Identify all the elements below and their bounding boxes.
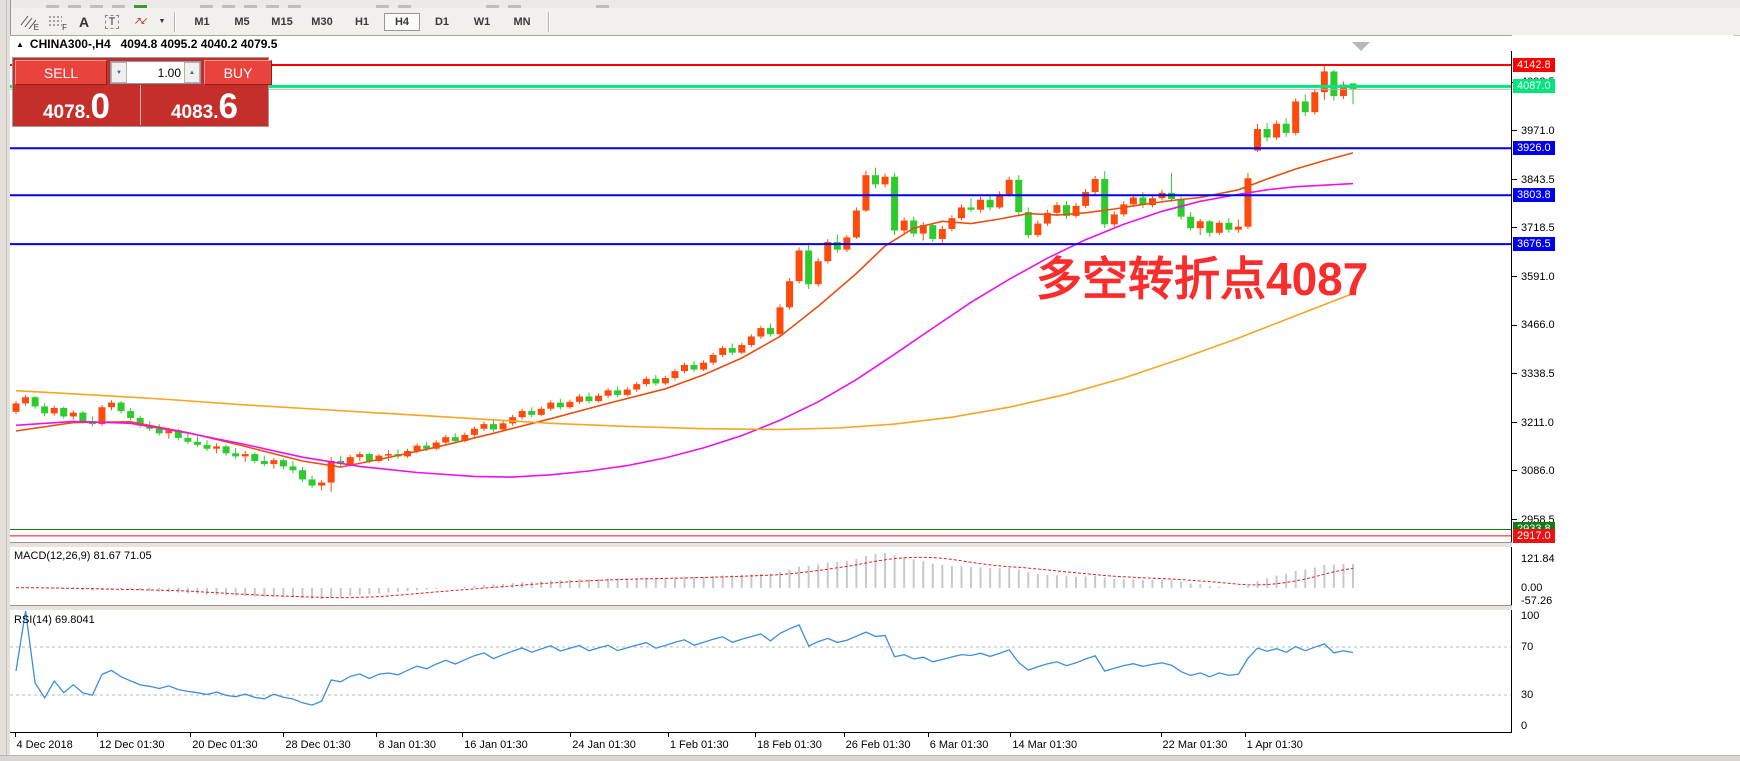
time-axis-label: 1 Apr 01:30 <box>1246 739 1303 751</box>
timeframe-h1-button[interactable]: H1 <box>354 15 370 28</box>
time-axis-label: 18 Feb 01:30 <box>756 739 822 751</box>
price-tick: 3843.5 <box>1521 173 1555 186</box>
equidistant-channel-tool-icon[interactable]: E <box>15 11 41 33</box>
volume-increase-button[interactable]: ▲ <box>184 62 200 83</box>
price-axis: 4098.53971.03843.53718.53591.03466.03338… <box>1512 35 1733 733</box>
timeframe-h4-button[interactable]: H4 <box>384 12 420 31</box>
price-level-label: 3803.8 <box>1513 188 1555 203</box>
timeframe-m30-button[interactable]: M30 <box>311 15 333 28</box>
price-level-label: 4087.0 <box>1513 79 1555 94</box>
price-tick: 3338.5 <box>1521 367 1555 380</box>
toolbar-separator <box>548 11 550 32</box>
time-axis-label: 22 Mar 01:30 <box>1162 739 1228 751</box>
price-tick: 3211.0 <box>1521 416 1554 429</box>
bid-big-digit: 0 <box>90 87 110 127</box>
price-level-label: 3926.0 <box>1513 141 1555 156</box>
collapse-triangle-icon[interactable]: ▲ <box>16 39 24 49</box>
volume-stepper: ▼ ▲ <box>110 61 201 84</box>
sell-button[interactable]: SELL <box>15 60 107 85</box>
time-axis-label: 1 Feb 01:30 <box>669 739 729 751</box>
price-level-label: 4142.8 <box>1513 57 1555 72</box>
price-level-label: 2917.0 <box>1513 528 1555 543</box>
ohlc-values: 4094.8 4095.2 4040.2 4079.5 <box>120 37 278 51</box>
time-axis-label: 28 Dec 01:30 <box>285 739 351 751</box>
rsi-axis-tick: 100 <box>1521 610 1540 622</box>
timeframe-m1-button[interactable]: M1 <box>194 15 210 28</box>
chart-header: ▲ CHINA300-,H4 4094.8 4095.2 4040.2 4079… <box>10 35 1733 52</box>
buy-button[interactable]: BUY <box>204 60 272 85</box>
time-axis-label: 24 Jan 01:30 <box>572 739 636 751</box>
time-axis-label: 4 Dec 2018 <box>16 739 73 751</box>
bid-main-digits: 4078. <box>42 102 91 123</box>
macd-axis-tick: 121.84 <box>1521 553 1555 565</box>
time-axis-label: 6 Mar 01:30 <box>929 739 989 751</box>
arrow-objects-tool-icon[interactable]: ↗↙ <box>133 16 149 27</box>
time-axis-label: 26 Feb 01:30 <box>845 739 911 751</box>
fibonacci-tool-icon[interactable]: F <box>49 16 67 32</box>
time-axis: 4 Dec 2018 12 Dec 01:30 20 Dec 01:30 28 Dec… <box>10 733 1733 755</box>
macd-axis-tick: 0.00 <box>1521 581 1543 594</box>
price-level-label: 3676.5 <box>1513 237 1555 252</box>
text-box-tool-icon[interactable]: T <box>99 11 125 33</box>
text-label-tool-icon[interactable]: A <box>78 13 90 30</box>
drawing-tools-group: E F A T ↗↙ ▼ <box>14 11 168 33</box>
macd-axis-tick: -57.26 <box>1521 595 1553 607</box>
time-axis-label: 14 Mar 01:30 <box>1012 739 1078 751</box>
symbol-title: CHINA300-,H4 <box>29 37 111 51</box>
main-chart-canvas[interactable] <box>10 51 1512 542</box>
time-axis-label: 20 Dec 01:30 <box>192 739 258 751</box>
objects-dropdown-icon[interactable]: ▼ <box>158 18 166 25</box>
ask-big-digit: 6 <box>218 87 238 127</box>
price-tick: 3718.5 <box>1521 221 1555 234</box>
timeframe-m15-button[interactable]: M15 <box>271 15 293 28</box>
price-tick: 3466.0 <box>1521 319 1555 331</box>
volume-input[interactable] <box>127 62 184 83</box>
timeframe-mn-button[interactable]: MN <box>513 15 531 28</box>
timeframe-m5-button[interactable]: M5 <box>234 15 250 28</box>
volume-decrease-button[interactable]: ▼ <box>111 62 127 83</box>
ask-price[interactable]: 4083. 6 <box>141 85 268 125</box>
toolbar-separator <box>174 11 176 32</box>
bid-price[interactable]: 4078. 0 <box>13 85 141 125</box>
price-tick: 3086.0 <box>1521 464 1555 477</box>
macd-panel-canvas[interactable] <box>10 547 1512 605</box>
price-tick: 3591.0 <box>1521 270 1555 283</box>
chart-shift-marker-icon[interactable] <box>1352 42 1370 51</box>
time-axis-label: 12 Dec 01:30 <box>99 739 165 751</box>
timeframe-group: M1 M5 M15 M30 H1 H4 D1 W1 MN <box>182 12 542 31</box>
trade-panel: SELL ▼ ▲ BUY 4078. 0 4083. 6 <box>12 57 272 127</box>
status-strip <box>0 755 1740 761</box>
rsi-panel-canvas[interactable] <box>10 610 1512 733</box>
time-axis-label: 16 Jan 01:30 <box>464 739 528 751</box>
annotation-text: 多空转折点4087 <box>1036 253 1369 305</box>
rsi-axis-tick: 30 <box>1521 689 1534 701</box>
rsi-axis-tick: 0 <box>1521 720 1528 732</box>
timeframe-w1-button[interactable]: W1 <box>473 15 491 28</box>
macd-label: MACD(12,26,9) 81.67 71.05 <box>14 550 152 562</box>
timeframe-d1-button[interactable]: D1 <box>434 15 450 28</box>
rsi-axis-tick: 70 <box>1521 641 1534 653</box>
time-axis-label: 8 Jan 01:30 <box>378 739 436 751</box>
rsi-label: RSI(14) 69.8041 <box>14 614 95 626</box>
price-tick: 3971.0 <box>1521 124 1555 137</box>
ask-main-digits: 4083. <box>170 102 219 123</box>
toolbar: E F A T ↗↙ ▼ M1 M5 M15 M30 H1 H4 D1 W1 MN <box>10 8 1740 36</box>
